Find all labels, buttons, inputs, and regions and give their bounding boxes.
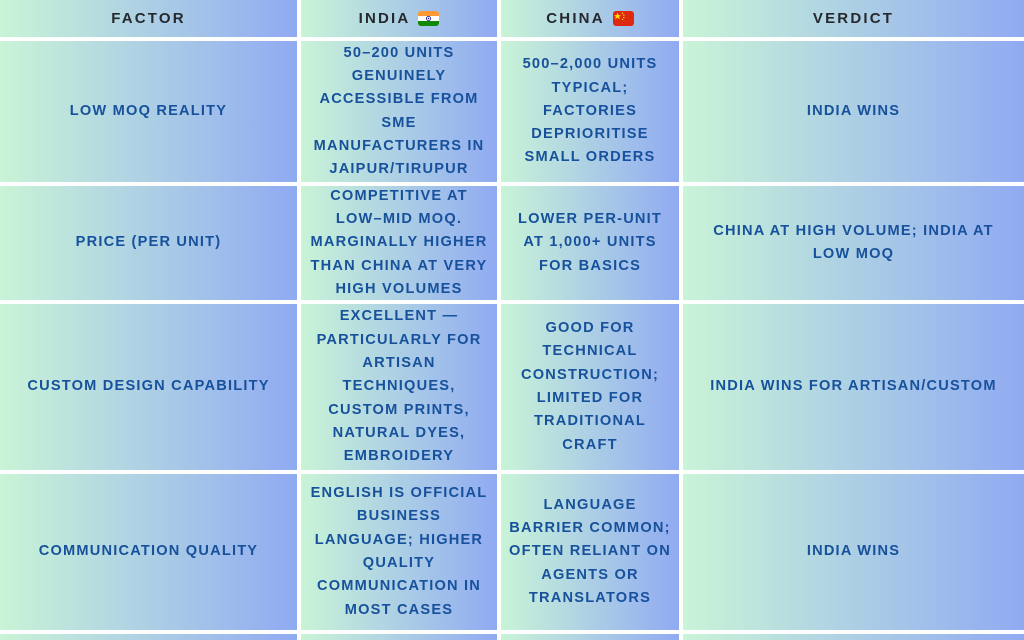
- header-verdict: VERDICT: [683, 0, 1024, 37]
- cropped-next-row-cell: [501, 634, 679, 640]
- verdict-cell: INDIA WINS: [683, 474, 1024, 630]
- verdict-cell: CHINA AT HIGH VOLUME; INDIA AT LOW MOQ: [683, 186, 1024, 300]
- india-cell: COMPETITIVE AT LOW–MID MOQ. MARGINALLY H…: [301, 186, 497, 300]
- india-cell: 50–200 UNITS GENUINELY ACCESSIBLE FROM S…: [301, 41, 497, 182]
- china-cell: GOOD FOR TECHNICAL CONSTRUCTION; LIMITED…: [501, 304, 679, 470]
- factor-cell: COMMUNICATION QUALITY: [0, 474, 297, 630]
- india-flag-icon: [418, 11, 440, 26]
- header-china-label: CHINA: [546, 10, 605, 27]
- cropped-next-row-cell: [301, 634, 497, 640]
- header-verdict-label: VERDICT: [812, 10, 895, 27]
- verdict-cell: INDIA WINS FOR ARTISAN/CUSTOM: [683, 304, 1024, 470]
- header-india-label: INDIA: [358, 10, 411, 27]
- china-cell: LANGUAGE BARRIER COMMON; OFTEN RELIANT O…: [501, 474, 679, 630]
- factor-cell: PRICE (PER UNIT): [0, 186, 297, 300]
- cropped-next-row-cell: [0, 634, 297, 640]
- cropped-next-row-cell: [683, 634, 1024, 640]
- india-cell: ENGLISH IS OFFICIAL BUSINESS LANGUAGE; H…: [301, 474, 497, 630]
- china-cell: LOWER PER-UNIT AT 1,000+ UNITS FOR BASIC…: [501, 186, 679, 300]
- header-india: INDIA: [301, 0, 497, 37]
- china-flag-icon: [612, 11, 634, 26]
- header-factor: FACTOR: [0, 0, 297, 37]
- header-china: CHINA: [501, 0, 679, 37]
- china-cell: 500–2,000 UNITS TYPICAL; FACTORIES DEPRI…: [501, 41, 679, 182]
- verdict-cell: INDIA WINS: [683, 41, 1024, 182]
- header-factor-label: FACTOR: [111, 10, 186, 27]
- factor-cell: CUSTOM DESIGN CAPABILITY: [0, 304, 297, 470]
- india-cell: EXCELLENT — PARTICULARLY FOR ARTISAN TEC…: [301, 304, 497, 470]
- factor-cell: LOW MOQ REALITY: [0, 41, 297, 182]
